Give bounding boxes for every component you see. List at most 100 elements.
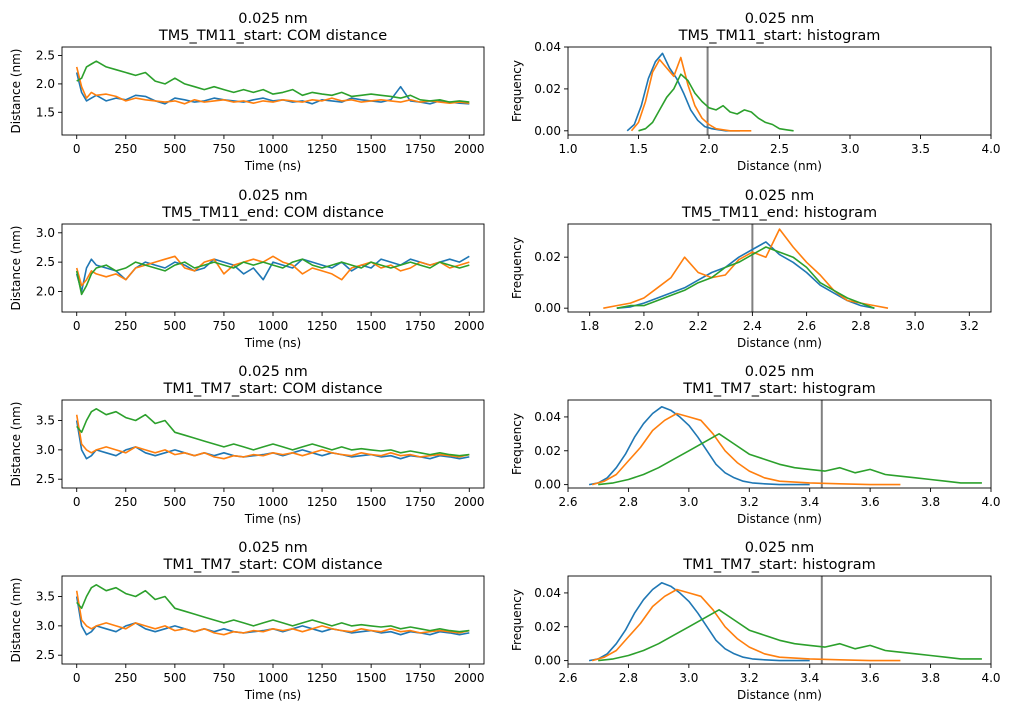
x-tick-label: 3.6: [861, 671, 880, 685]
y-tick-label: 3.5: [36, 414, 55, 428]
subplot-title-line1: 0.025 nm: [238, 364, 307, 380]
subplot-title-line1: 0.025 nm: [745, 11, 814, 27]
y-axis-label: Distance (nm): [9, 578, 23, 663]
x-tick-label: 2.0: [699, 142, 718, 156]
y-tick-label: 0.00: [534, 478, 561, 492]
axes-frame: [567, 575, 992, 665]
series-line-2: [603, 228, 889, 309]
x-tick-label: 500: [163, 671, 186, 685]
x-tick-label: 2.0: [634, 319, 653, 333]
y-tick-label: 0.04: [534, 410, 561, 424]
series-line-2: [75, 590, 470, 636]
x-tick-label: 750: [212, 671, 235, 685]
x-tick-label: 1.5: [629, 142, 648, 156]
x-tick-label: 1500: [356, 319, 387, 333]
y-axis-label: Frequency: [510, 60, 524, 122]
x-tick-label: 250: [114, 671, 137, 685]
y-tick-label: 0.00: [534, 654, 561, 668]
x-tick-label: 1.8: [580, 319, 599, 333]
series-line-1: [75, 72, 470, 105]
y-axis-label: Frequency: [510, 237, 524, 299]
x-tick-label: 3.8: [921, 671, 940, 685]
series-line-1: [588, 581, 810, 662]
series-line-1: [616, 241, 875, 309]
series-line-2: [75, 414, 470, 460]
subplot-title-line2: TM1_TM7_start: COM distance: [162, 381, 382, 397]
series-line-3: [75, 258, 470, 296]
x-tick-label: 1000: [258, 495, 289, 509]
x-tick-label: 1750: [405, 142, 436, 156]
y-tick-label: 2.0: [36, 284, 55, 298]
x-tick-label: 1750: [405, 495, 436, 509]
series-line-3: [76, 60, 470, 103]
x-tick-label: 2.8: [619, 671, 638, 685]
x-tick-label: 0: [73, 495, 81, 509]
x-tick-label: 0: [73, 319, 81, 333]
axes-frame: [61, 46, 485, 136]
y-tick-label: 2.5: [36, 648, 55, 662]
x-tick-label: 500: [163, 495, 186, 509]
x-tick-label: 250: [114, 319, 137, 333]
y-tick-label: 2.5: [36, 472, 55, 486]
subplot-title-line2: TM5_TM11_start: COM distance: [158, 28, 387, 44]
x-tick-label: 3.2: [740, 495, 759, 509]
series-line-2: [591, 412, 901, 486]
x-axis-label: Time (ns): [244, 512, 301, 526]
y-axis-label: Frequency: [510, 413, 524, 475]
y-tick-label: 3.0: [36, 226, 55, 240]
subplot-title-line2: TM5_TM11_start: histogram: [678, 28, 881, 44]
y-axis-label: Distance (nm): [9, 49, 23, 134]
series-line-3: [76, 407, 470, 457]
x-axis-label: Time (ns): [244, 336, 301, 350]
x-tick-label: 3.0: [840, 142, 859, 156]
series-line-3: [598, 432, 982, 486]
axes-frame: [567, 46, 992, 136]
subplot-title-line2: TM1_TM7_start: histogram: [682, 381, 875, 397]
subplot-title-line1: 0.025 nm: [238, 540, 307, 556]
x-axis-label: Distance (nm): [737, 688, 822, 702]
x-tick-label: 3.8: [921, 495, 940, 509]
x-axis-label: Distance (nm): [737, 512, 822, 526]
x-tick-label: 750: [212, 319, 235, 333]
series-line-3: [616, 246, 875, 309]
x-tick-label: 2.8: [851, 319, 870, 333]
subplot-title-line1: 0.025 nm: [745, 364, 814, 380]
x-tick-label: 500: [163, 319, 186, 333]
subplot-title-line2: TM5_TM11_end: COM distance: [161, 205, 384, 221]
y-axis-label: Distance (nm): [9, 402, 23, 487]
x-tick-label: 4.0: [981, 671, 1000, 685]
subplot-title-line1: 0.025 nm: [745, 188, 814, 204]
y-tick-label: 1.5: [36, 105, 55, 119]
x-tick-label: 2000: [454, 142, 485, 156]
x-tick-label: 2000: [454, 319, 485, 333]
y-tick-label: 0.00: [534, 124, 561, 138]
x-tick-label: 1250: [307, 142, 338, 156]
x-tick-label: 2.5: [770, 142, 789, 156]
x-tick-label: 3.4: [800, 495, 819, 509]
series-line-2: [75, 66, 470, 105]
x-tick-label: 2.6: [558, 495, 577, 509]
x-tick-label: 1000: [258, 319, 289, 333]
x-tick-label: 1500: [356, 142, 387, 156]
x-tick-label: 1500: [356, 495, 387, 509]
series-line-1: [75, 420, 470, 460]
x-tick-label: 4.0: [981, 142, 1000, 156]
subplot-title-line2: TM1_TM7_start: COM distance: [162, 557, 382, 573]
y-axis-label: Frequency: [510, 589, 524, 651]
x-tick-label: 500: [163, 142, 186, 156]
x-tick-label: 0: [73, 142, 81, 156]
x-tick-label: 3.2: [960, 319, 979, 333]
subplot-title-line1: 0.025 nm: [238, 11, 307, 27]
x-tick-label: 2000: [454, 495, 485, 509]
y-tick-label: 0.00: [534, 301, 561, 315]
x-tick-label: 3.6: [861, 495, 880, 509]
x-tick-label: 3.2: [740, 671, 759, 685]
x-axis-label: Time (ns): [244, 688, 301, 702]
y-tick-label: 2.5: [36, 255, 55, 269]
